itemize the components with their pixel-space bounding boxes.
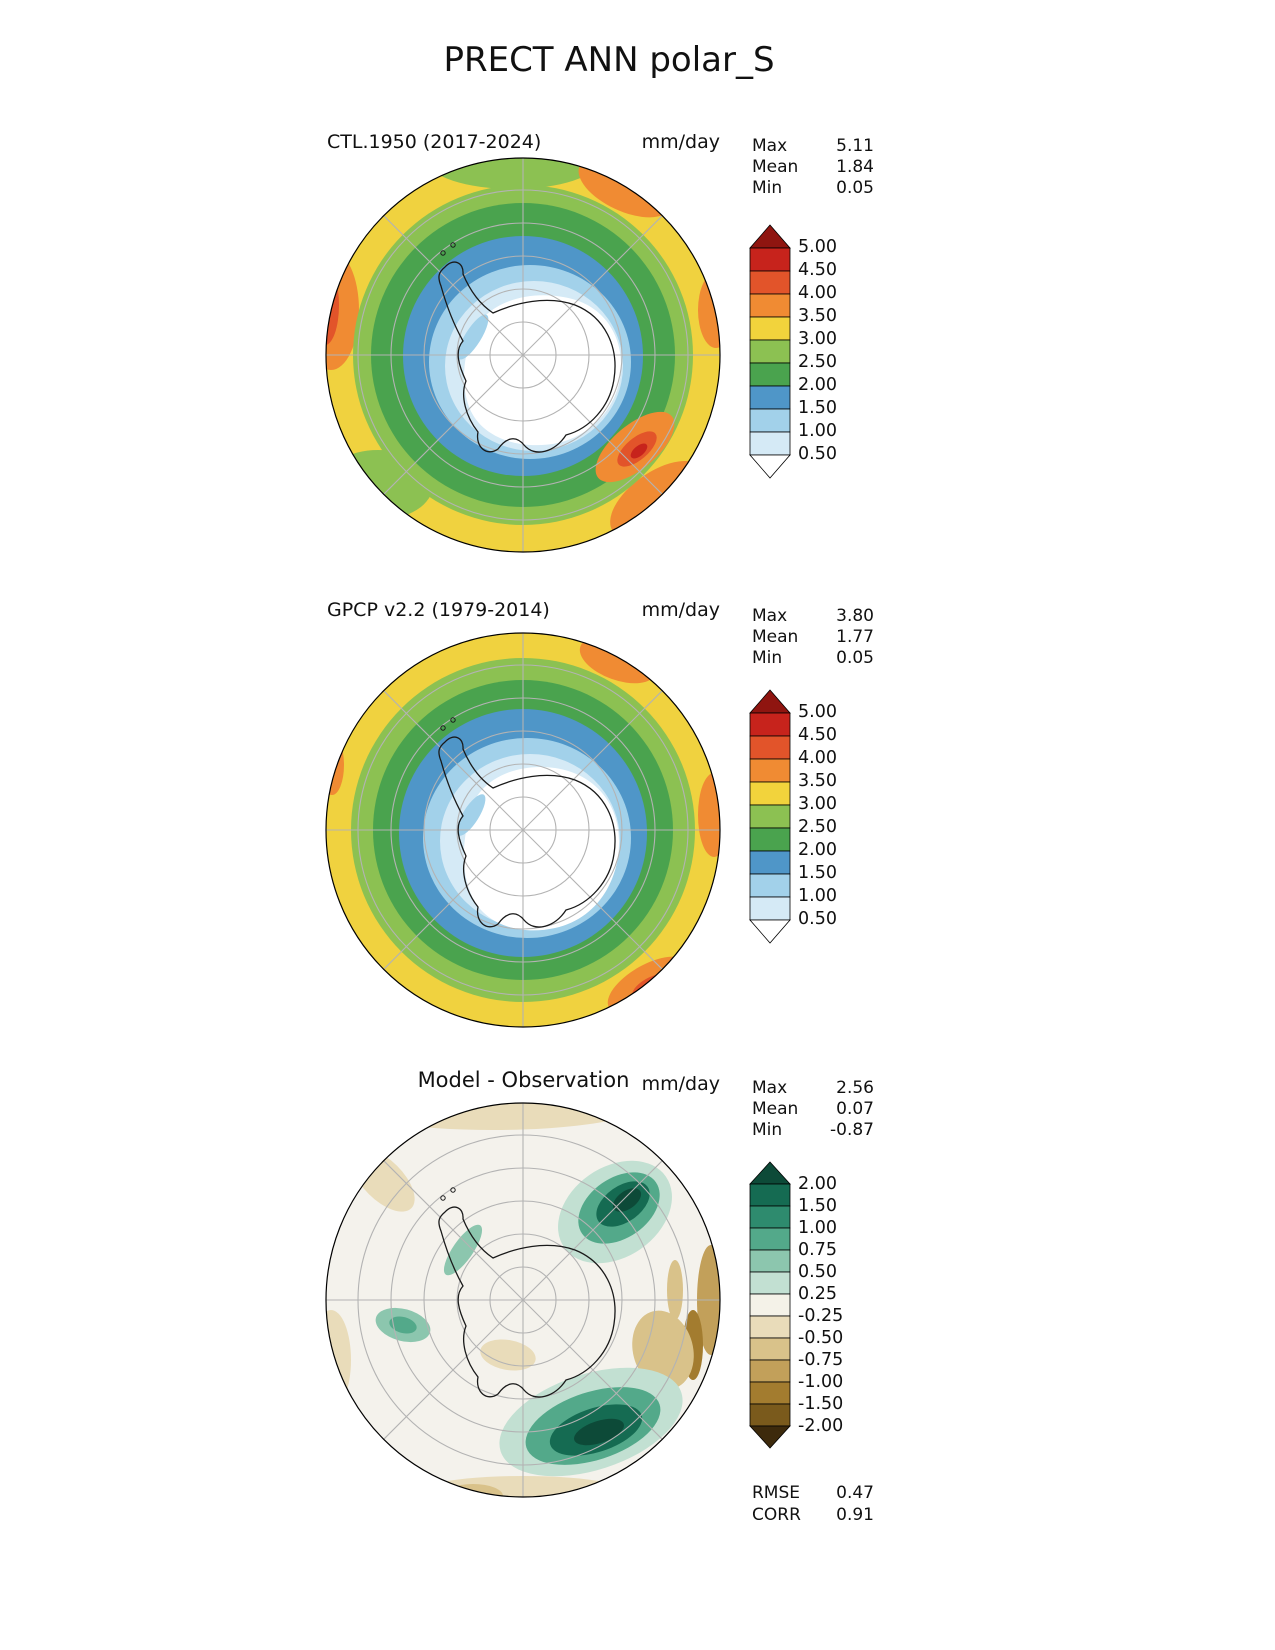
colorbar-tick-label: 1.00 bbox=[798, 421, 837, 441]
colorbar-tick-label: -1.50 bbox=[798, 1394, 844, 1414]
stat-value: 2.56 bbox=[836, 1078, 874, 1098]
coastline bbox=[438, 1187, 616, 1398]
colorbar-tick-label: 3.50 bbox=[798, 771, 837, 791]
colorbar-tick-label: 2.00 bbox=[798, 1174, 837, 1194]
graticule bbox=[326, 633, 720, 1027]
stat-label: Mean bbox=[752, 627, 799, 647]
colorbar-tick-label: 1.50 bbox=[798, 863, 837, 883]
panel3-metrics: RMSE 0.47 CORR 0.91 bbox=[752, 1482, 874, 1526]
graticule bbox=[326, 158, 720, 552]
metric-label: RMSE bbox=[752, 1483, 801, 1503]
stat-value: 5.11 bbox=[836, 136, 874, 156]
stat-label: Min bbox=[752, 648, 783, 668]
graticule bbox=[326, 1103, 720, 1497]
stat-value: 0.05 bbox=[836, 178, 874, 198]
colorbar-tick-label: 1.50 bbox=[798, 1196, 837, 1216]
stat-label: Max bbox=[752, 606, 788, 626]
colorbar-tick-label: 5.00 bbox=[798, 237, 837, 257]
map-diff bbox=[325, 1102, 721, 1498]
colorbar-tick-label: 1.00 bbox=[798, 886, 837, 906]
panel2-stats: Max 3.80 Mean 1.77 Min 0.05 bbox=[752, 606, 874, 669]
panel2-colorbar: 5.00 4.50 4.00 3.50 3.00 2.50 2.00 1.50 … bbox=[748, 688, 837, 946]
panel1-stats: Max 5.11 Mean 1.84 Min 0.05 bbox=[752, 136, 874, 199]
colorbar-tick-label: 2.00 bbox=[798, 375, 837, 395]
colorbar-tick-label: 3.00 bbox=[798, 329, 837, 349]
stat-value: 0.07 bbox=[836, 1099, 874, 1119]
metric-value: 0.91 bbox=[836, 1505, 874, 1525]
panel3-colorbar-labels: 2.00 1.50 1.00 0.75 0.50 0.25 -0.25 -0.5… bbox=[798, 1173, 843, 1437]
colorbar-tick-label: 2.50 bbox=[798, 352, 837, 372]
colorbar-tick-label: -0.50 bbox=[798, 1328, 844, 1348]
panel1-header: CTL.1950 (2017-2024) mm/day bbox=[327, 131, 720, 153]
colorbar-tick-label: 0.50 bbox=[798, 444, 837, 464]
panel3-stats: Max 2.56 Mean 0.07 Min -0.87 bbox=[752, 1078, 874, 1141]
colorbar-tick-label: 4.50 bbox=[798, 260, 837, 280]
colorbar-tick-label: 2.50 bbox=[798, 817, 837, 837]
coastline bbox=[438, 717, 616, 928]
colorbar-tick-label: -0.75 bbox=[798, 1350, 844, 1370]
stat-label: Min bbox=[752, 178, 783, 198]
metric-label: CORR bbox=[752, 1505, 801, 1525]
panel1-title: CTL.1950 (2017-2024) bbox=[327, 131, 542, 153]
colorbar-tick-label: 0.75 bbox=[798, 1240, 837, 1260]
stat-label: Mean bbox=[752, 1099, 799, 1119]
panel1-colorbar-bar bbox=[749, 224, 791, 479]
stat-value: -0.87 bbox=[830, 1120, 874, 1140]
colorbar-tick-label: 4.50 bbox=[798, 725, 837, 745]
colorbar-tick-label: 0.50 bbox=[798, 1262, 837, 1282]
colorbar-tick-label: 3.00 bbox=[798, 794, 837, 814]
stat-label: Mean bbox=[752, 157, 799, 177]
colorbar-tick-label: 1.00 bbox=[798, 1218, 837, 1238]
metric-value: 0.47 bbox=[836, 1483, 874, 1503]
colorbar-tick-label: 4.00 bbox=[798, 748, 837, 768]
colorbar-tick-label: 5.00 bbox=[798, 702, 837, 722]
panel3-title: Model - Observation bbox=[417, 1068, 630, 1092]
figure-title: PRECT ANN polar_S bbox=[443, 40, 775, 80]
colorbar-tick-label: -1.00 bbox=[798, 1372, 844, 1392]
panel1-units-label: mm/day bbox=[641, 131, 720, 153]
colorbar-tick-label: 1.50 bbox=[798, 398, 837, 418]
stat-label: Min bbox=[752, 1120, 783, 1140]
map-boundary bbox=[325, 632, 721, 1028]
map-model bbox=[325, 157, 721, 553]
colorbar-tick-label: 3.50 bbox=[798, 306, 837, 326]
panel2-colorbar-labels: 5.00 4.50 4.00 3.50 3.00 2.50 2.00 1.50 … bbox=[798, 701, 837, 931]
map-boundary bbox=[325, 157, 721, 553]
stat-value: 0.05 bbox=[836, 648, 874, 668]
panel2-colorbar-bar bbox=[749, 689, 791, 944]
colorbar-tick-label: -0.25 bbox=[798, 1306, 844, 1326]
panel3-colorbar-bar bbox=[749, 1161, 791, 1449]
panel2-units-label: mm/day bbox=[641, 599, 720, 621]
panel1-colorbar: 5.00 4.50 4.00 3.50 3.00 2.50 2.00 1.50 … bbox=[748, 223, 837, 481]
panel2-title: GPCP v2.2 (1979-2014) bbox=[327, 599, 550, 621]
panel3-units-label: mm/day bbox=[641, 1073, 720, 1095]
stat-value: 1.84 bbox=[836, 157, 874, 177]
map-boundary bbox=[325, 1102, 721, 1498]
map-obs bbox=[325, 632, 721, 1028]
stat-label: Max bbox=[752, 136, 788, 156]
stat-label: Max bbox=[752, 1078, 788, 1098]
panel1-colorbar-labels: 5.00 4.50 4.00 3.50 3.00 2.50 2.00 1.50 … bbox=[798, 236, 837, 466]
colorbar-tick-label: 0.50 bbox=[798, 909, 837, 929]
colorbar-tick-label: 4.00 bbox=[798, 283, 837, 303]
colorbar-tick-label: -2.00 bbox=[798, 1416, 844, 1436]
colorbar-tick-label: 2.00 bbox=[798, 840, 837, 860]
panel3-header: Model - Observation mm/day bbox=[327, 1068, 720, 1096]
colorbar-tick-label: 0.25 bbox=[798, 1284, 837, 1304]
coastline bbox=[438, 242, 616, 453]
stat-value: 1.77 bbox=[836, 627, 874, 647]
stat-value: 3.80 bbox=[836, 606, 874, 626]
panel3-colorbar: 2.00 1.50 1.00 0.75 0.50 0.25 -0.25 -0.5… bbox=[748, 1160, 843, 1450]
panel2-header: GPCP v2.2 (1979-2014) mm/day bbox=[327, 599, 720, 621]
